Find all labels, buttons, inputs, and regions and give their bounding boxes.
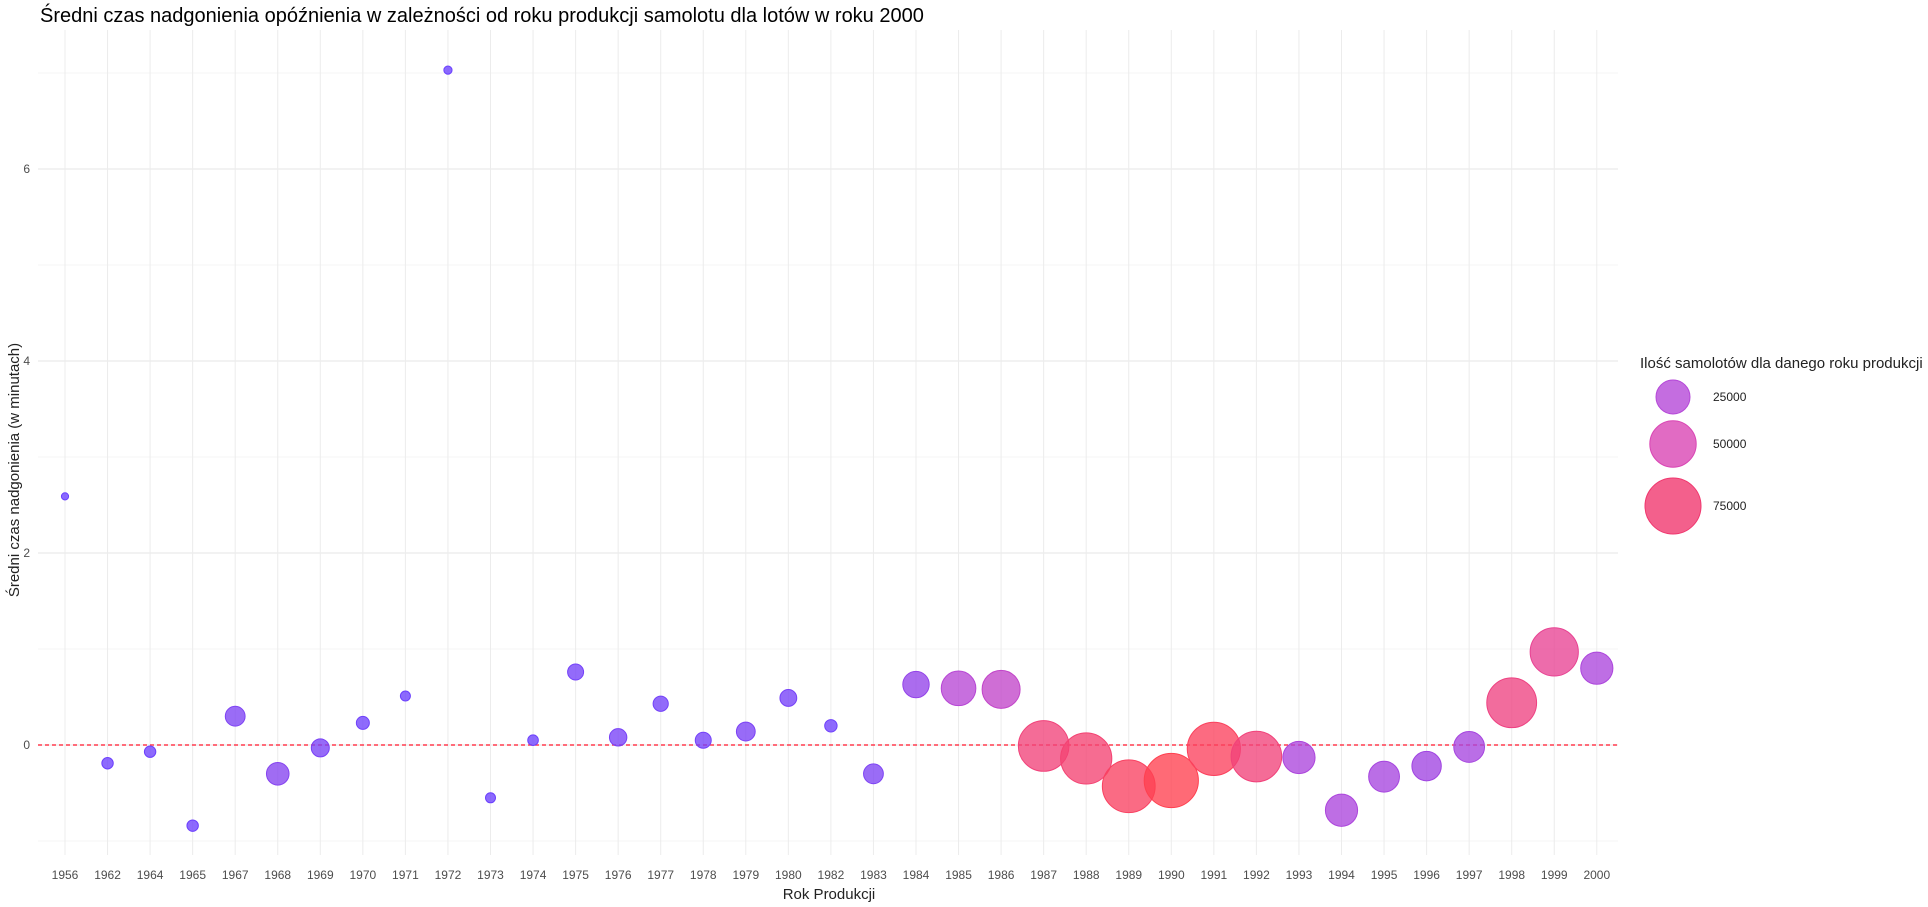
data-point-1962 (101, 757, 114, 770)
y-tick-label: 0 (23, 738, 30, 752)
data-point-1988 (1060, 732, 1113, 785)
legend-label: 25000 (1713, 390, 1747, 404)
legend-key-75000 (1644, 477, 1702, 535)
x-tick-label: 1974 (520, 868, 547, 882)
x-tick-label: 1994 (1328, 868, 1355, 882)
data-point-1996 (1411, 750, 1442, 782)
legend-title: Ilość samolotów dla danego roku produkcj… (1640, 355, 1923, 372)
data-point-1980 (779, 689, 798, 707)
data-point-1972 (443, 65, 453, 75)
data-point-1968 (265, 762, 290, 786)
x-tick-label: 1985 (945, 868, 972, 882)
x-tick-label: 1977 (647, 868, 674, 882)
x-tick-label: 1969 (307, 868, 334, 882)
data-points (60, 65, 1614, 832)
x-tick-label: 1984 (903, 868, 930, 882)
x-tick-label: 1986 (988, 868, 1015, 882)
x-tick-label: 1964 (137, 868, 164, 882)
x-tick-label: 1968 (264, 868, 291, 882)
legend-label: 50000 (1713, 437, 1747, 451)
data-point-1967 (224, 705, 246, 727)
data-point-1970 (355, 715, 370, 730)
x-tick-label: 1987 (1030, 868, 1057, 882)
y-axis-ticks: 0 2 4 6 (23, 162, 30, 752)
data-point-1964 (143, 745, 157, 758)
x-tick-label: 1962 (94, 868, 121, 882)
x-tick-label: 1989 (1115, 868, 1142, 882)
x-tick-label: 1999 (1541, 868, 1568, 882)
x-tick-label: 1997 (1456, 868, 1483, 882)
x-tick-label: 1978 (690, 868, 717, 882)
data-point-1994 (1324, 793, 1359, 827)
x-tick-label: 1983 (860, 868, 887, 882)
x-tick-label: 1988 (1073, 868, 1100, 882)
x-tick-label: 2000 (1583, 868, 1610, 882)
data-point-1969 (310, 738, 330, 758)
data-point-1993 (1282, 740, 1316, 775)
data-point-1985 (940, 670, 977, 707)
x-tick-label: 1990 (1158, 868, 1185, 882)
x-tick-label: 1995 (1371, 868, 1398, 882)
x-tick-label: 1965 (179, 868, 206, 882)
data-point-1956 (60, 492, 70, 501)
y-tick-label: 6 (23, 162, 30, 176)
data-point-1971 (399, 690, 411, 702)
legend-key-50000 (1649, 420, 1697, 468)
data-point-1986 (981, 669, 1021, 709)
x-tick-label: 1979 (732, 868, 759, 882)
x-tick-label: 1993 (1286, 868, 1313, 882)
x-axis-ticks: 1956 1962 1964 1965 1967 1968 1969 1970 1971 1972… (52, 868, 1611, 882)
data-point-1999 (1529, 627, 1579, 677)
legend-label: 75000 (1713, 499, 1747, 513)
size-legend: Ilość samolotów dla danego roku produkcj… (1640, 355, 1923, 535)
data-point-1992 (1230, 730, 1283, 783)
x-tick-label: 1973 (477, 868, 504, 882)
data-point-1982 (824, 719, 838, 733)
legend-key-25000 (1655, 379, 1691, 415)
data-point-1984 (902, 670, 930, 699)
y-tick-label: 4 (23, 354, 30, 368)
chart-title: Średni czas nadgonienia opóźnienia w zal… (40, 3, 924, 27)
x-tick-label: 1967 (222, 868, 249, 882)
x-tick-label: 1975 (562, 868, 589, 882)
data-point-1995 (1368, 760, 1400, 793)
x-tick-label: 1998 (1498, 868, 1525, 882)
x-tick-label: 1991 (1200, 868, 1227, 882)
data-point-1997 (1453, 731, 1486, 763)
x-tick-label: 1976 (605, 868, 632, 882)
data-point-1973 (485, 792, 496, 804)
x-tick-label: 1982 (818, 868, 845, 882)
data-point-1974 (527, 734, 539, 747)
data-point-1978 (694, 731, 712, 749)
data-point-1976 (608, 728, 628, 747)
data-point-1965 (186, 819, 199, 832)
data-point-1977 (652, 695, 669, 712)
x-tick-label: 1970 (349, 868, 376, 882)
y-tick-label: 2 (23, 546, 30, 560)
data-point-1975 (567, 663, 585, 681)
y-axis-title: Średni czas nadgonienia (w minutach) (5, 343, 23, 597)
x-tick-label: 1980 (775, 868, 802, 882)
data-point-1983 (863, 763, 884, 785)
x-tick-label: 1996 (1413, 868, 1440, 882)
x-tick-label: 1956 (52, 868, 79, 882)
data-point-1990 (1143, 752, 1199, 809)
data-point-1998 (1486, 677, 1538, 729)
x-axis-title: Rok Produkcji (783, 886, 876, 903)
x-tick-label: 1971 (392, 868, 419, 882)
data-point-1979 (735, 721, 756, 742)
x-tick-label: 1972 (435, 868, 462, 882)
data-point-2000 (1580, 651, 1614, 685)
x-tick-label: 1992 (1243, 868, 1270, 882)
